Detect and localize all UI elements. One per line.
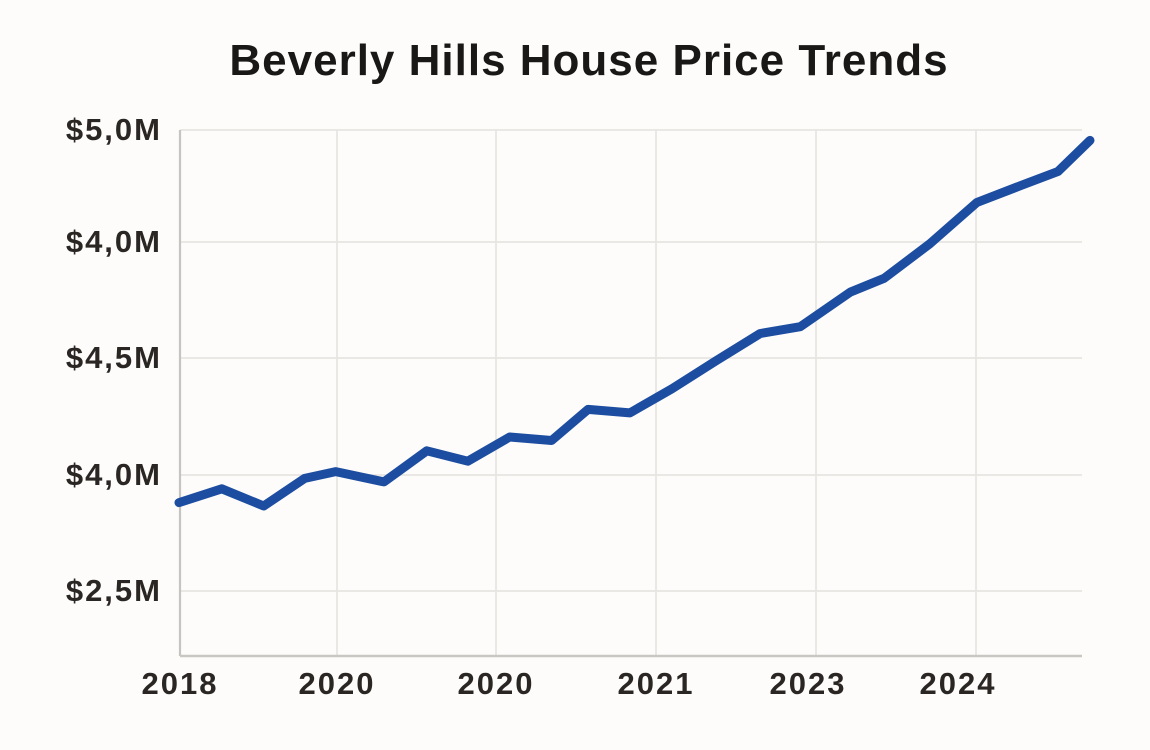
x-tick-label-1: 2020 — [298, 666, 376, 701]
x-tick-label-5: 2024 — [919, 666, 997, 701]
y-tick-label-1: $4,0M — [65, 224, 162, 259]
x-tick-label-3: 2021 — [617, 666, 695, 701]
y-tick-label-4: $2,5M — [65, 573, 162, 608]
y-tick-label-2: $4,5M — [65, 340, 162, 375]
chart-title: Beverly Hills House Price Trends — [229, 36, 949, 85]
x-tick-label-0: 2018 — [141, 666, 219, 701]
x-tick-label-2: 2020 — [457, 666, 535, 701]
y-tick-label-3: $4,0M — [65, 457, 162, 492]
price-line — [174, 135, 1095, 511]
y-tick-label-0: $5,0M — [65, 112, 162, 147]
x-tick-label-4: 2023 — [769, 666, 847, 701]
